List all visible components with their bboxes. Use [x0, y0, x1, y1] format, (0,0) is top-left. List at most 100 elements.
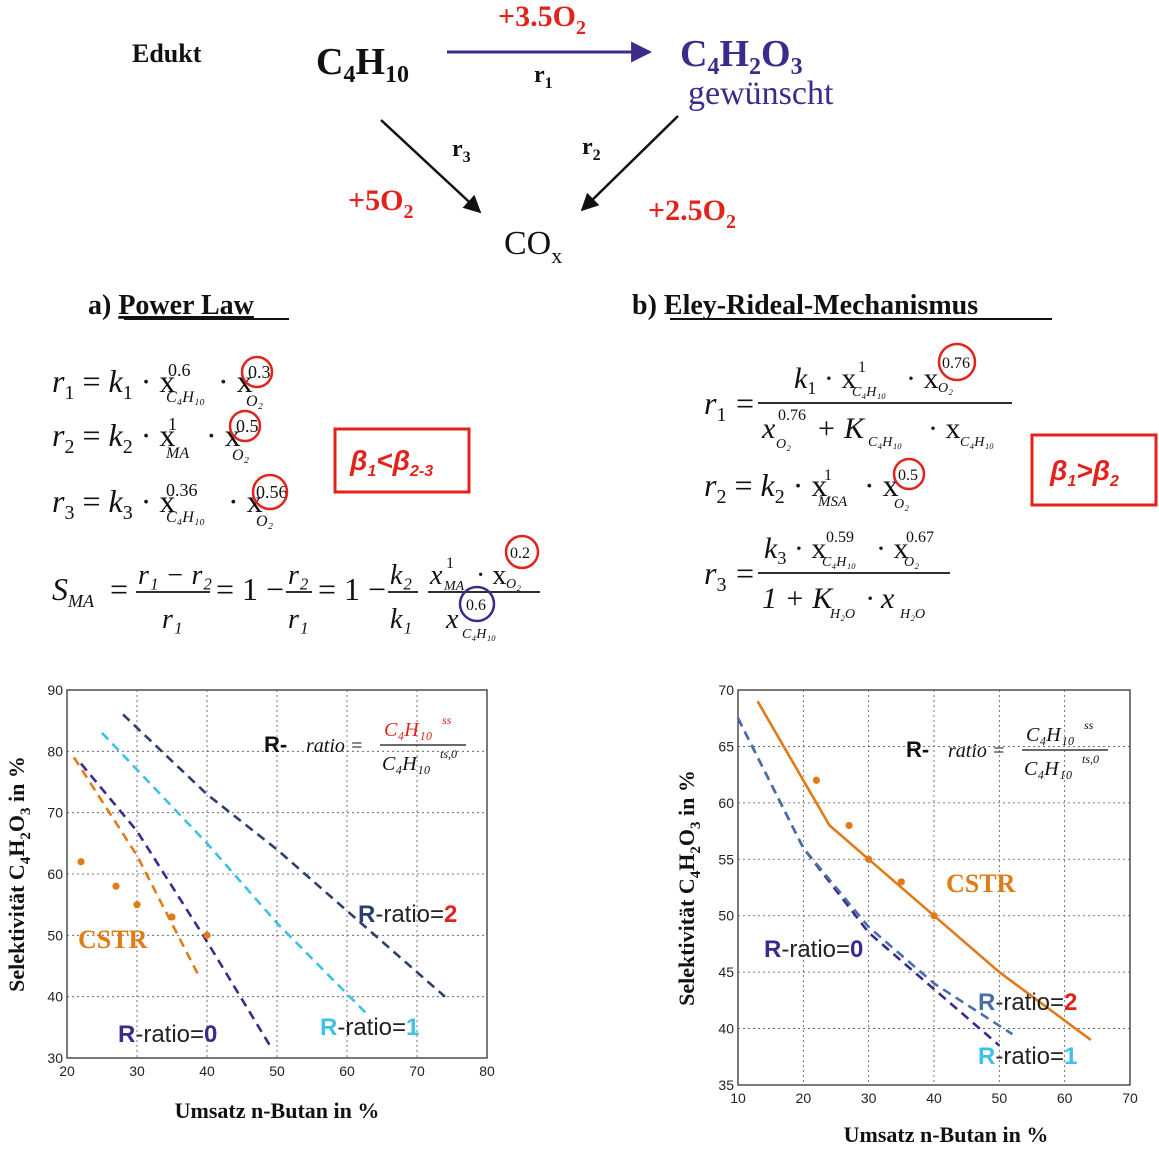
y-tick-label: 70 — [47, 805, 63, 821]
svg-text:0.76: 0.76 — [778, 407, 806, 424]
svg-text:MA: MA — [443, 579, 465, 594]
svg-text:1: 1 — [858, 359, 866, 376]
y-tick-label: 40 — [718, 1021, 734, 1037]
equation-b-r2: r2 = k2 · x 1 MSA · x 0.5 O₂ — [704, 457, 926, 512]
r1-label: r1 — [534, 62, 553, 92]
svg-text:H₂O: H₂O — [829, 607, 855, 622]
section-b-eley-rideal: b) Eley-Rideal-Mechanismus r1 = k1 · x 1… — [632, 290, 1158, 622]
svg-text:C₄H₁₀: C₄H₁₀ — [868, 435, 902, 450]
series-label: R-ratio=0 — [764, 936, 863, 963]
svg-text:0.36: 0.36 — [166, 480, 198, 500]
svg-text:β1>β2: β1>β2 — [1049, 455, 1119, 490]
svg-text:O₂: O₂ — [256, 513, 274, 530]
svg-text:MSA: MSA — [817, 494, 848, 510]
ratio-prefix: R- — [906, 737, 929, 762]
svg-text:H₂O: H₂O — [899, 607, 925, 622]
y-tick-label: 80 — [47, 743, 63, 759]
x-tick-label: 50 — [269, 1063, 285, 1079]
y-tick-label: 60 — [718, 795, 734, 811]
svg-text:O₂: O₂ — [246, 393, 264, 410]
series-label: R-ratio=2 — [978, 989, 1077, 1016]
y-axis-label: Selektivität C4H2O3 in % — [4, 756, 34, 992]
section-a-power-law: a) Power Law r1 = k1 · x 0.6 C₄H₁₀ · x 0… — [52, 290, 540, 642]
r2-label: r2 — [582, 134, 601, 164]
svg-text:· x: · x — [218, 363, 253, 399]
beta-box-b: β1>β2 — [1030, 433, 1158, 507]
svg-text:r3: r3 — [704, 555, 726, 596]
svg-text:k3 · x: k3 · x — [764, 532, 826, 568]
svg-text:1: 1 — [446, 555, 454, 572]
svg-text:C₄H₁₀: C₄H₁₀ — [852, 385, 886, 400]
equation-a-r2: r2 = k2 · x 1 MA · x 0.5 O₂ — [52, 409, 262, 464]
ratio-numerator: C₄H₁₀ — [384, 719, 433, 741]
ratio-word: ratio = — [306, 735, 363, 757]
svg-text:=: = — [736, 555, 754, 591]
svg-text:0.3: 0.3 — [248, 362, 271, 382]
svg-text:r3 = k3 · x: r3 = k3 · x — [52, 483, 175, 524]
equation-a-r1: r1 = k1 · x 0.6 C₄H₁₀ · x 0.3 O₂ — [52, 355, 274, 410]
r2-arrow — [580, 115, 679, 212]
svg-text:· x: · x — [876, 532, 909, 565]
svg-text:x: x — [761, 412, 776, 445]
chart-b-eley-rideal: 10 20 30 40 50 60 70 35 40 45 50 55 60 65 70 Umsatz n-B… — [674, 682, 1138, 1147]
series-line — [736, 717, 1014, 1036]
svg-text:SMA: SMA — [52, 571, 95, 611]
x-tick-label: 70 — [409, 1063, 425, 1079]
o2-r2-label: +2.5O2 — [648, 194, 736, 233]
svg-text:β1<β2-3: β1<β2-3 — [349, 445, 433, 480]
svg-text:O₂: O₂ — [938, 381, 953, 396]
svg-text:MA: MA — [165, 445, 189, 462]
o2-r3-label: +5O2 — [348, 184, 413, 223]
svg-text:0.5: 0.5 — [236, 416, 259, 436]
svg-text:C₄H₁₀: C₄H₁₀ — [462, 627, 496, 642]
svg-text:C₄H₁₀: C₄H₁₀ — [166, 509, 205, 526]
ratio-denominator: C₄H₁₀ — [382, 753, 431, 775]
series-label-cstr: CSTR — [946, 869, 1016, 898]
data-point — [812, 776, 821, 784]
x-tick-label: 10 — [730, 1090, 746, 1106]
series-label-cstr: CSTR — [78, 925, 148, 954]
x-tick-label: 70 — [1122, 1090, 1138, 1106]
equation-a-r3: r3 = k3 · x 0.36 C₄H₁₀ · x 0.56 O₂ — [52, 473, 289, 530]
svg-text:=: = — [736, 385, 754, 421]
ratio-numerator: C₄H₁₀ — [1026, 724, 1075, 746]
ratio-denominator: C₄H₁₀ — [1024, 758, 1073, 780]
svg-text:C₄H₁₀: C₄H₁₀ — [166, 389, 205, 406]
r3-arrow — [380, 119, 482, 214]
svg-text:r₁: r₁ — [162, 604, 183, 635]
y-tick-label: 55 — [718, 851, 734, 867]
y-axis-label: Selektivität C4H2O3 in % — [674, 770, 704, 1006]
x-tick-label: 60 — [339, 1063, 355, 1079]
svg-text:0.76: 0.76 — [942, 355, 970, 372]
svg-text:· x: · x — [928, 412, 961, 445]
equation-b-r3: r3 = k3 · x 0.59 C₄H₁₀ · x 0.67 O₂ 1 + K… — [704, 529, 950, 622]
y-tick-label: 65 — [718, 738, 734, 754]
svg-text:r₁: r₁ — [288, 604, 309, 635]
svg-text:· x: · x — [206, 417, 241, 453]
series-label: R-ratio=1 — [320, 1014, 419, 1041]
product-note: gewünscht — [688, 75, 834, 112]
svg-text:0.67: 0.67 — [906, 529, 934, 546]
y-tick-label: 30 — [47, 1050, 63, 1066]
x-axis-label: Umsatz n-Butan in % — [844, 1122, 1049, 1147]
data-point — [930, 912, 938, 920]
byproduct-formula: COx — [504, 225, 562, 268]
svg-text:C₄H₁₀: C₄H₁₀ — [960, 435, 994, 450]
data-point — [865, 855, 873, 863]
svg-text:r2 = k2 · x: r2 = k2 · x — [704, 467, 827, 508]
ratio-word: ratio = — [948, 740, 1005, 762]
svg-text:O₂: O₂ — [894, 497, 909, 512]
svg-text:k1 · x: k1 · x — [794, 362, 856, 398]
svg-text:1 + K: 1 + K — [762, 582, 834, 615]
x-tick-label: 30 — [861, 1090, 877, 1106]
edukt-label: Edukt — [132, 39, 202, 68]
y-tick-label: 90 — [47, 682, 63, 698]
beta-box-a: β1<β2-3 — [333, 427, 471, 494]
equation-a-selectivity: SMA = r₁ − r₂ r₁ = 1 − r₂ r₁ = 1 − k₂ k₁… — [52, 534, 540, 642]
svg-text:1: 1 — [168, 414, 177, 434]
o2-r1-label: +3.5O2 — [498, 0, 586, 39]
data-point — [168, 913, 176, 921]
ratio-numerator-sup: ss — [1084, 718, 1094, 732]
data-point — [897, 878, 905, 886]
